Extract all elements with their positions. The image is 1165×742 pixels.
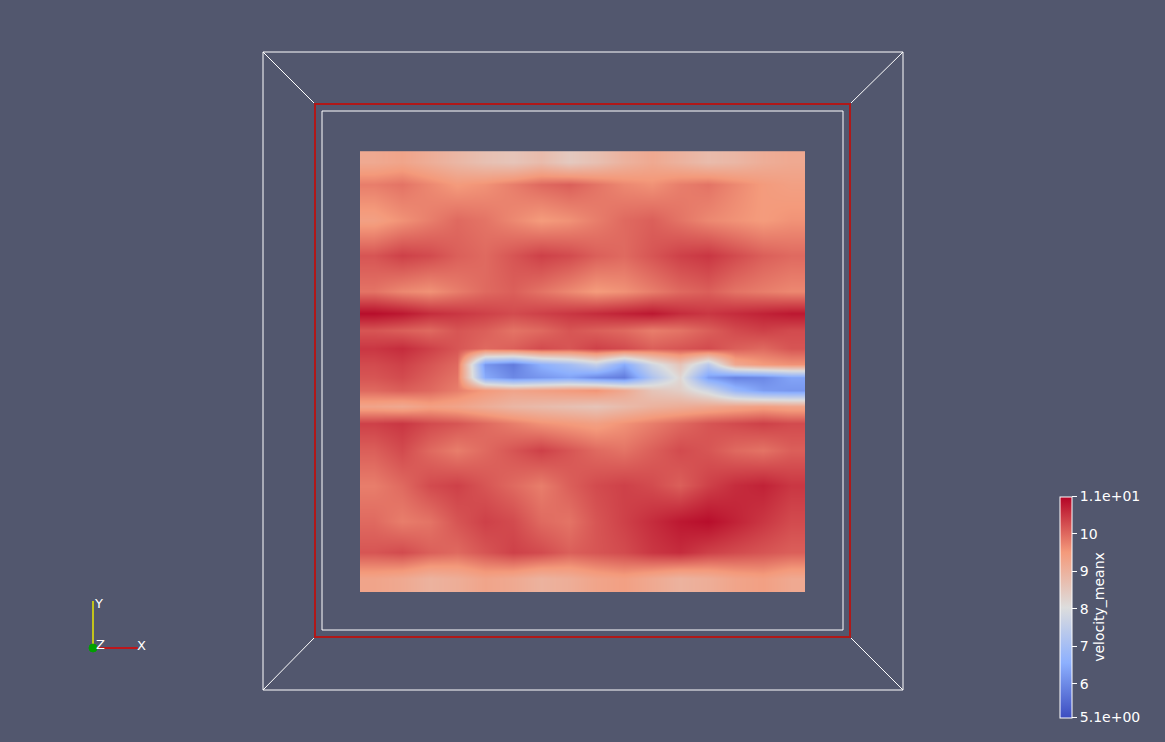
svg-text:velocity_meanx: velocity_meanx xyxy=(1091,552,1107,662)
svg-text:8: 8 xyxy=(1080,601,1089,617)
svg-text:1.1e+01: 1.1e+01 xyxy=(1080,488,1140,504)
svg-text:6: 6 xyxy=(1080,676,1089,692)
svg-text:X: X xyxy=(137,638,146,653)
svg-text:5.1e+00: 5.1e+00 xyxy=(1080,709,1140,725)
svg-text:9: 9 xyxy=(1080,563,1089,579)
svg-text:Z: Z xyxy=(96,637,105,652)
svg-text:10: 10 xyxy=(1080,526,1098,542)
svg-text:Y: Y xyxy=(94,596,103,611)
svg-text:7: 7 xyxy=(1080,638,1089,654)
